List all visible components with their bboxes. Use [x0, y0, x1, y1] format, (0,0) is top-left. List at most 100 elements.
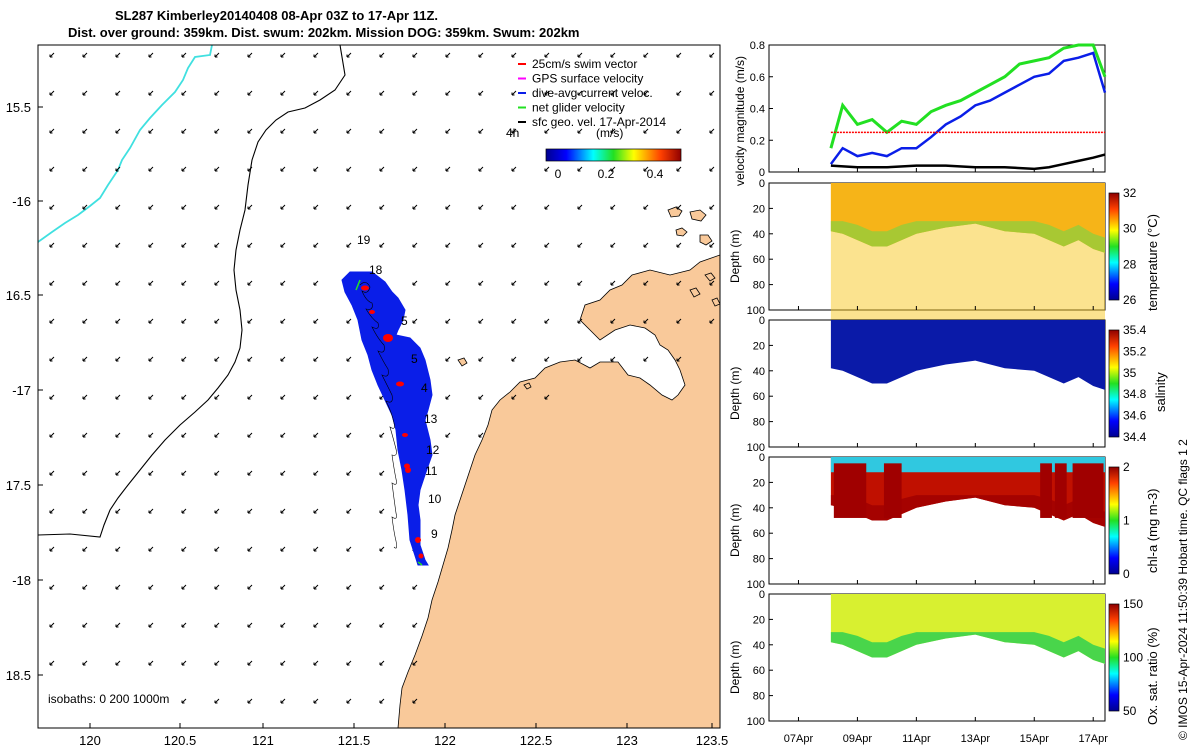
geo-velocity-arrow: [82, 204, 88, 210]
map-xtick-label: 120: [79, 733, 101, 748]
geo-velocity-arrow: [445, 394, 451, 400]
geo-velocity-arrow: [313, 508, 319, 514]
section-ytick-label: 100: [747, 579, 765, 591]
section-ytick-label: 0: [759, 452, 765, 464]
section-ytick-label: 0: [759, 315, 765, 327]
geo-velocity-arrow: [577, 318, 583, 324]
geo-velocity-arrow: [82, 52, 88, 58]
geo-velocity-arrow: [280, 394, 286, 400]
geo-velocity-arrow: [511, 166, 517, 172]
geo-velocity-arrow: [412, 128, 418, 134]
geo-velocity-arrow: [247, 128, 253, 134]
geo-velocity-arrow: [214, 204, 220, 210]
geo-velocity-arrow: [379, 660, 385, 666]
geo-velocity-arrow: [544, 128, 550, 134]
day-label: 9: [431, 527, 438, 541]
geo-velocity-arrow: [214, 242, 220, 248]
geo-velocity-arrow: [115, 470, 121, 476]
geo-velocity-arrow: [49, 90, 55, 96]
geo-velocity-arrow: [643, 52, 649, 58]
geo-velocity-arrow: [577, 52, 583, 58]
geo-velocity-arrow: [478, 432, 484, 438]
map-xtick-label: 121: [252, 733, 274, 748]
geo-velocity-arrow: [181, 242, 187, 248]
section-colorbar-tick: 30: [1123, 222, 1137, 236]
geo-velocity-arrow: [247, 394, 253, 400]
geo-velocity-arrow: [148, 394, 154, 400]
geo-velocity-arrow: [577, 280, 583, 286]
map-ytick-label: -17: [12, 383, 31, 398]
colorbar-tick-label: 0.4: [647, 167, 664, 181]
geo-velocity-arrow: [115, 584, 121, 590]
section-colorbar-tick: 34.6: [1123, 409, 1147, 423]
geo-velocity-arrow: [214, 470, 220, 476]
geo-velocity-arrow: [280, 128, 286, 134]
geo-velocity-arrow: [181, 280, 187, 286]
section-ytick-label: 0: [759, 178, 765, 190]
chl-high-patch: [1072, 463, 1104, 518]
geo-velocity-arrow: [709, 242, 715, 248]
geo-velocity-arrow: [181, 204, 187, 210]
geo-velocity-arrow: [709, 52, 715, 58]
section-colorbar-tick: 1: [1123, 514, 1130, 528]
geo-velocity-arrow: [346, 394, 352, 400]
date-tick-label: 13Apr: [961, 733, 991, 745]
geo-velocity-arrow: [313, 204, 319, 210]
map-xtick-label: 122: [434, 733, 456, 748]
geo-velocity-arrow: [544, 356, 550, 362]
section-ytick-label: 20: [753, 203, 765, 215]
velocity-series-line: [830, 153, 1106, 171]
ox-colorbar-label: Ox. sat. ratio (%): [1145, 627, 1160, 725]
map-ytick-label: 15.5: [6, 100, 31, 115]
glider-track: [341, 271, 433, 566]
day-label: 11: [425, 464, 438, 478]
geo-velocity-arrow: [643, 90, 649, 96]
geo-velocity-arrow: [82, 128, 88, 134]
geo-velocity-arrow: [280, 242, 286, 248]
geo-velocity-arrow: [478, 166, 484, 172]
geo-velocity-arrow: [577, 90, 583, 96]
section-ytick-label: 40: [753, 503, 765, 515]
section-ytick-label: 60: [753, 665, 765, 677]
geo-velocity-arrow: [49, 52, 55, 58]
legend-label: GPS surface velocity: [532, 72, 643, 86]
geo-velocity-arrow: [445, 432, 451, 438]
speed-colorbar-ticks: 0 0.2 0.4: [555, 167, 664, 181]
geo-velocity-arrow: [82, 508, 88, 514]
geo-velocity-arrow: [379, 166, 385, 172]
geo-velocity-arrow: [115, 52, 121, 58]
geo-velocity-arrow: [643, 280, 649, 286]
geo-velocity-arrow: [82, 242, 88, 248]
velocity-ytick-label: 0.6: [750, 72, 765, 84]
geo-velocity-arrow: [280, 90, 286, 96]
geo-velocity-arrow: [511, 394, 517, 400]
geo-velocity-arrow: [214, 318, 220, 324]
geo-velocity-arrow: [445, 90, 451, 96]
geo-velocity-arrow: [676, 90, 682, 96]
geo-velocity-arrow: [115, 318, 121, 324]
geo-velocity-arrow: [115, 622, 121, 628]
geo-velocity-arrow: [511, 52, 517, 58]
geo-velocity-arrow: [148, 90, 154, 96]
geo-velocity-arrow: [412, 660, 418, 666]
geo-velocity-arrow: [346, 242, 352, 248]
geo-velocity-arrows: [49, 52, 715, 704]
geo-velocity-arrow: [445, 166, 451, 172]
geo-velocity-arrow: [346, 128, 352, 134]
map-ytick-label: -18: [12, 573, 31, 588]
geo-velocity-arrow: [181, 52, 187, 58]
geo-velocity-arrow: [247, 318, 253, 324]
chl-high-patch: [1054, 463, 1067, 518]
geo-velocity-arrow: [181, 508, 187, 514]
day-label: 5: [411, 352, 418, 366]
geo-velocity-arrow: [181, 356, 187, 362]
date-tick-label: 15Apr: [1020, 733, 1050, 745]
geo-velocity-arrow: [478, 356, 484, 362]
section-colorbar-tick: 32: [1123, 186, 1137, 200]
geo-velocity-arrow: [280, 356, 286, 362]
geo-velocity-arrow: [148, 166, 154, 172]
geo-velocity-arrow: [280, 698, 286, 704]
section-colorbar-tick: 35: [1123, 366, 1137, 380]
